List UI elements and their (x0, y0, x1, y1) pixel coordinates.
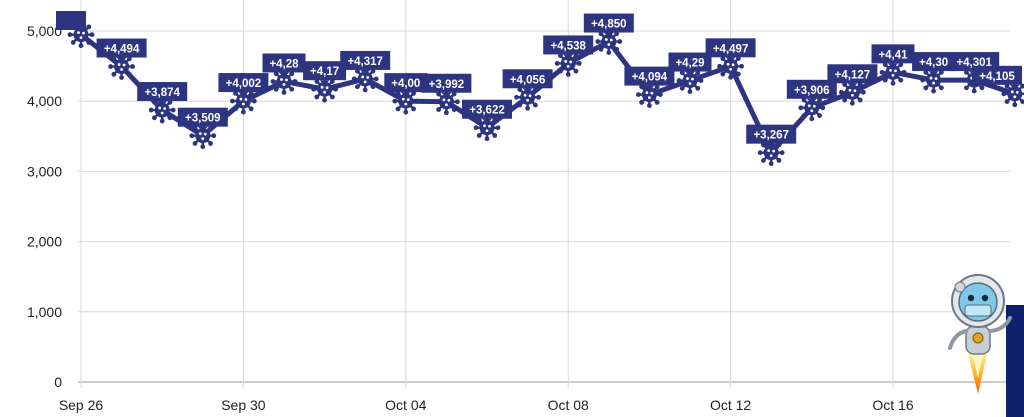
data-label: +3,874 (137, 82, 188, 107)
data-label: +3,622 (462, 99, 512, 124)
data-label-text: +4,494 (104, 44, 140, 56)
data-label-text: +4,497 (713, 43, 749, 55)
data-label: +4,317 (340, 50, 391, 75)
grid (78, 0, 1010, 388)
x-tick-label: Sep 30 (221, 397, 266, 413)
data-label: +4,105 (972, 65, 1022, 90)
data-label-text: +4,127 (835, 69, 871, 81)
data-label-text: +3,992 (429, 79, 465, 91)
x-tick-label: Oct 12 (710, 397, 751, 413)
virus-marker-icon (189, 122, 217, 150)
data-label-text: +4,317 (347, 56, 383, 68)
data-label-text: +3,906 (794, 85, 830, 97)
virus-marker-icon (392, 87, 420, 115)
data-label: +4,17 (303, 61, 347, 86)
data-label-text: +4,30 (919, 57, 948, 69)
y-tick-label: 3,000 (27, 163, 62, 179)
data-label: +4,538 (543, 35, 594, 60)
virus-marker-icon (757, 139, 785, 167)
data-label-partial (56, 11, 86, 30)
data-label-text: +4,29 (675, 58, 704, 70)
data-label: +4,850 (583, 13, 634, 38)
virus-marker-icon (636, 81, 663, 109)
data-label: +4,00 (384, 73, 428, 98)
virus-marker-icon (879, 58, 907, 86)
virus-marker-icon (433, 88, 460, 116)
x-axis: Sep 26 Sep 30 Oct 04 Oct 08 Oct 12 Oct 16 (59, 397, 914, 413)
virus-marker-icon (270, 68, 298, 95)
data-label-text: +4,41 (878, 49, 908, 61)
y-tick-label: 4,000 (27, 93, 62, 109)
data-label: +4,094 (624, 66, 675, 91)
data-label-text: +4,538 (550, 40, 586, 52)
virus-marker-icon (311, 75, 338, 103)
y-tick-label: 2,000 (27, 234, 62, 250)
data-label: +3,267 (746, 124, 797, 149)
side-panel (1006, 305, 1024, 417)
data-label-text: +4,28 (269, 58, 299, 70)
data-labels: +4,494 +3,874 +3,509 +4,002 +4,28 +4,17 +4,317… (56, 11, 1022, 149)
astronaut-mascot-icon[interactable] (948, 274, 1012, 394)
data-label-text: +3,622 (469, 105, 505, 117)
data-label: +4,056 (502, 69, 553, 94)
data-label-text: +4,056 (510, 74, 546, 86)
y-tick-label: 0 (54, 374, 62, 390)
data-label-text: +4,850 (591, 19, 627, 31)
y-tick-label: 1,000 (27, 304, 62, 320)
data-label: +4,41 (871, 44, 915, 69)
data-label-text: +3,509 (185, 113, 221, 125)
virus-marker-icon (554, 50, 582, 77)
x-tick-label: Sep 26 (59, 397, 104, 413)
virus-marker-icon (798, 94, 826, 122)
y-axis: 0 1,000 2,000 3,000 4,000 5,000 (27, 23, 62, 390)
data-label: +4,002 (218, 73, 269, 98)
virus-marker-icon (839, 78, 866, 106)
data-label: +4,127 (827, 64, 878, 89)
virus-marker-icon (1001, 80, 1024, 108)
data-label-text: +3,874 (144, 87, 180, 99)
data-label: +3,906 (786, 79, 837, 104)
data-label-text: +4,002 (226, 78, 262, 90)
data-label: +4,30 (912, 52, 956, 77)
data-label: +3,992 (421, 73, 472, 98)
data-label-text: +4,094 (632, 72, 668, 84)
data-label-text: +3,267 (753, 130, 789, 142)
y-tick-label: 5,000 (27, 23, 62, 39)
data-label-text: +4,105 (979, 71, 1015, 83)
data-label: +4,29 (668, 52, 712, 77)
data-label-text: +4,17 (310, 66, 339, 78)
virus-marker-icon (514, 83, 541, 111)
data-label: +4,494 (96, 38, 147, 63)
data-label: +3,509 (177, 107, 228, 132)
x-tick-label: Oct 04 (385, 397, 426, 413)
data-label: +4,497 (705, 38, 756, 63)
x-tick-label: Oct 08 (548, 397, 589, 413)
x-tick-label: Oct 16 (872, 397, 913, 413)
data-label: +4,28 (262, 53, 306, 78)
virus-marker-icon (920, 66, 947, 94)
data-label-text: +4,00 (391, 78, 420, 90)
